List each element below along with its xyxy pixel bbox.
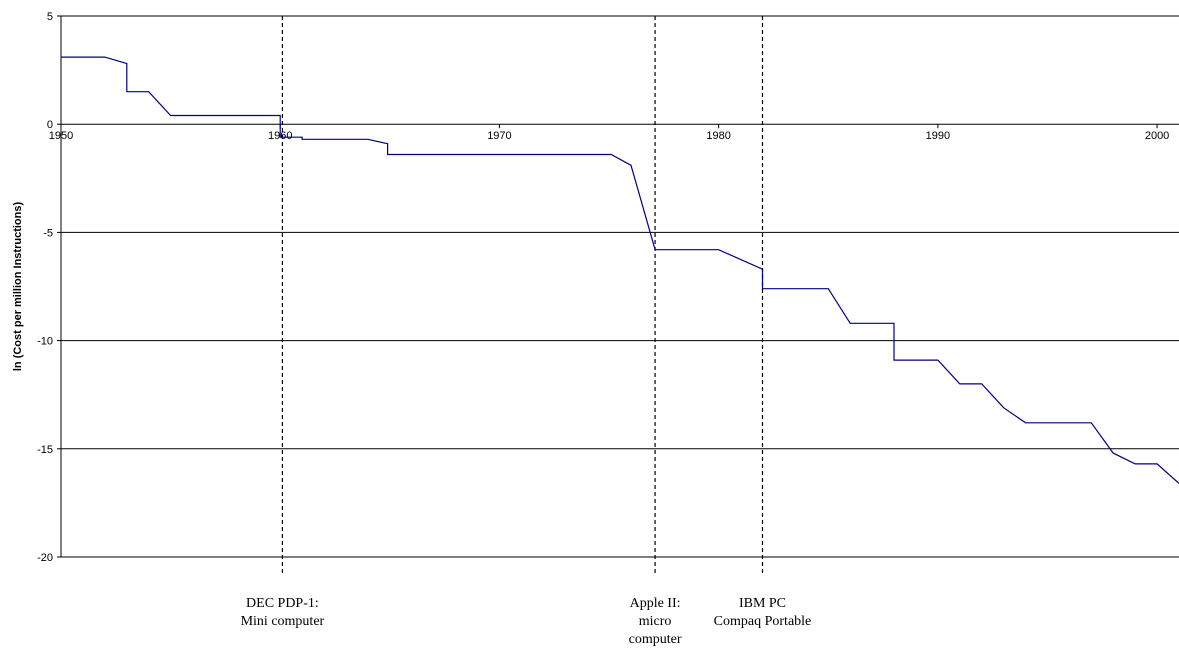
annotation-label: micro — [639, 614, 672, 629]
y-tick-label: -15 — [37, 444, 53, 456]
x-tick-label: 2000 — [1145, 130, 1169, 142]
x-tick-label: 1980 — [706, 130, 730, 142]
annotation-label: computer — [629, 632, 682, 647]
y-tick-label: 5 — [47, 11, 53, 23]
annotation-label: Compaq Portable — [714, 614, 812, 629]
y-axis-title: ln (Cost per million Instructions) — [12, 202, 24, 372]
annotation-label: IBM PC — [739, 596, 786, 611]
cost-series-line — [61, 56, 1179, 484]
annotation-label: DEC PDP-1: — [246, 596, 319, 611]
y-tick-label: 0 — [47, 119, 53, 131]
x-tick-label: 1970 — [487, 130, 511, 142]
annotation-label: Apple II: — [630, 596, 681, 611]
y-tick-label: -20 — [37, 552, 53, 564]
x-tick-label: 1950 — [49, 130, 73, 142]
y-tick-label: -5 — [43, 227, 53, 239]
y-tick-label: -10 — [37, 336, 53, 348]
annotation-label: Mini computer — [241, 614, 325, 629]
x-tick-label: 1990 — [926, 130, 950, 142]
